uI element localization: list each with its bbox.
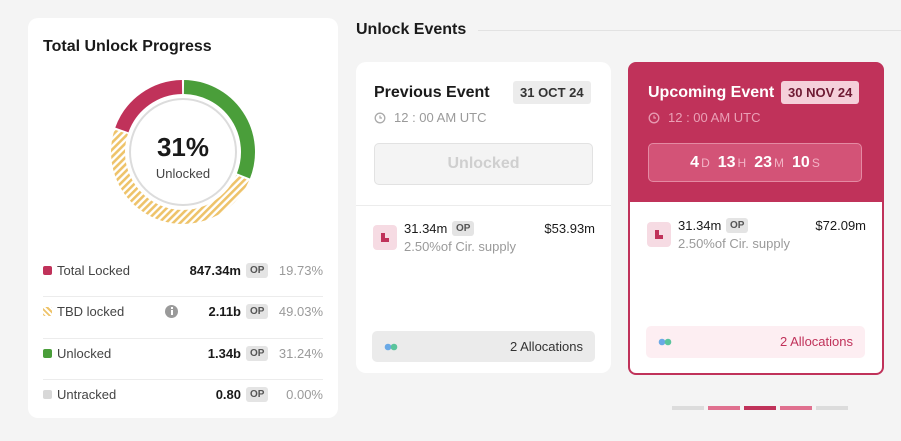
page-dot[interactable] <box>780 406 812 410</box>
token-badge: OP <box>246 346 269 361</box>
divider <box>356 205 611 206</box>
unlock-amount: 31.34m <box>678 218 722 233</box>
supply-share: 2.50%of Cir. supply <box>404 239 517 254</box>
event-time: 12 : 00 AM UTC <box>394 110 487 125</box>
clock-icon <box>374 112 386 124</box>
allocations-button[interactable]: 2 Allocations <box>372 331 595 362</box>
countdown-unit: S <box>811 156 820 170</box>
row-separator <box>43 296 323 297</box>
center-label: Unlocked <box>155 166 211 181</box>
donut-segment <box>111 129 250 224</box>
share-percent: 31.24% <box>278 346 323 361</box>
center-value: 31% <box>156 132 210 162</box>
divider <box>478 30 901 31</box>
usd-value: $53.93m <box>544 221 595 236</box>
card-title: Total Unlock Progress <box>43 38 212 55</box>
countdown-value: 13 <box>717 154 736 171</box>
legend-swatch <box>43 266 52 275</box>
donut-chart <box>111 80 255 224</box>
clock-icon <box>648 112 660 124</box>
info-icon <box>165 305 178 318</box>
page-dot[interactable] <box>816 406 848 410</box>
upcoming-event-card: Upcoming Event 30 NOV 24 12 : 00 AM UTC … <box>628 62 884 375</box>
inner-ring <box>129 98 237 206</box>
countdown-value: 10 <box>792 154 810 171</box>
share-percent: 49.03% <box>278 304 323 319</box>
token-badge: OP <box>452 221 475 236</box>
allocation-dots <box>658 338 672 346</box>
row-separator <box>43 379 323 380</box>
locked-amount: 1.34b <box>207 346 241 361</box>
token-icon <box>647 222 671 247</box>
page-dot[interactable] <box>744 406 776 410</box>
allocation-dots <box>384 343 398 351</box>
token-icon <box>373 225 397 250</box>
token-badge: OP <box>246 263 269 278</box>
allocations-label: 2 Allocations <box>780 334 853 349</box>
locked-amount: 2.11b <box>208 304 241 319</box>
event-date: 30 NOV 24 <box>781 81 860 104</box>
countdown-value: 23 <box>754 154 773 171</box>
countdown-unit: M <box>774 156 785 170</box>
token-badge: OP <box>246 387 269 402</box>
unlock-amount: 31.34m <box>404 221 448 236</box>
legend-label: TBD locked <box>57 304 125 319</box>
locked-amount: 847.34m <box>189 263 241 278</box>
row-separator <box>43 338 323 339</box>
info-dot <box>170 307 173 309</box>
usd-value: $72.09m <box>815 218 866 233</box>
token-badge: OP <box>246 304 269 319</box>
countdown: 4 D 13 H 23 M 10 S <box>648 143 862 182</box>
allocations-button[interactable]: 2 Allocations <box>646 326 865 358</box>
share-percent: 19.73% <box>278 263 323 278</box>
legend-swatch <box>43 307 52 316</box>
event-title: Previous Event <box>374 84 490 101</box>
status-button: Unlocked <box>374 143 593 185</box>
info-stem <box>170 310 173 315</box>
event-details: 31.34m OP $72.09m 2.50%of Cir. supply 2 … <box>630 202 882 373</box>
pagination <box>672 406 848 410</box>
page-dot[interactable] <box>672 406 704 410</box>
countdown-value: 4 <box>690 154 700 171</box>
legend-label: Untracked <box>57 387 117 402</box>
previous-event-card: Previous Event 31 OCT 24 12 : 00 AM UTC … <box>356 62 611 373</box>
supply-share: 2.50%of Cir. supply <box>678 236 791 251</box>
countdown-unit: D <box>701 156 710 170</box>
event-date: 31 OCT 24 <box>513 81 591 104</box>
countdown-unit: H <box>737 156 747 170</box>
donut-segment <box>115 80 183 133</box>
section-title: Unlock Events <box>356 21 467 38</box>
event-time: 12 : 00 AM UTC <box>668 110 761 125</box>
donut-segment <box>183 80 255 179</box>
event-title: Upcoming Event <box>648 84 775 101</box>
legend-label: Unlocked <box>57 346 112 361</box>
page-dot[interactable] <box>708 406 740 410</box>
share-percent: 0.00% <box>286 387 323 402</box>
legend-swatch <box>43 390 52 399</box>
legend-swatch <box>43 349 52 358</box>
token-badge: OP <box>726 218 749 233</box>
locked-amount: 0.80 <box>215 387 241 402</box>
allocations-label: 2 Allocations <box>510 339 583 354</box>
legend-label: Total Locked <box>57 263 130 278</box>
